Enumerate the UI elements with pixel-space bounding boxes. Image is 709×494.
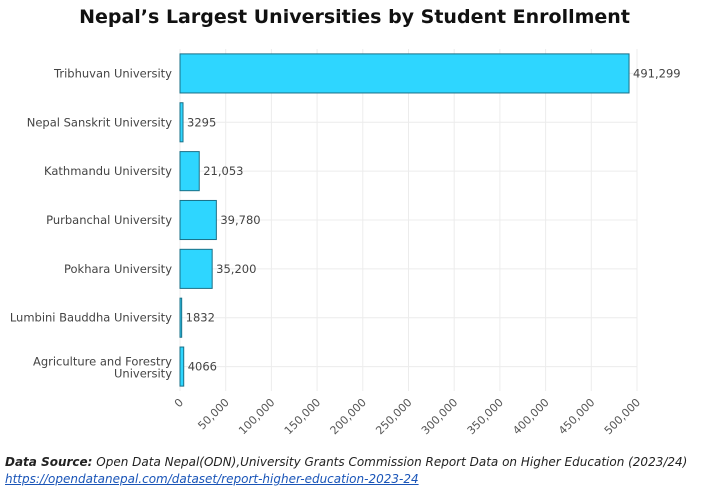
category-label: Kathmandu University <box>44 164 172 178</box>
category-label: Pokhara University <box>64 262 172 276</box>
bar <box>179 199 217 241</box>
bar <box>179 297 183 338</box>
value-label: 39,780 <box>220 213 260 227</box>
value-labels: 491,299 3295 21,053 39,780 35,200 1832 4066 <box>186 66 681 373</box>
x-tick-label: 250,000 <box>373 396 414 437</box>
x-tick-label: 200,000 <box>328 396 369 437</box>
x-tick-label: 500,000 <box>602 396 643 437</box>
bar <box>179 346 185 387</box>
value-label: 3295 <box>187 115 216 129</box>
category-label: Tribhuvan University <box>53 66 172 80</box>
category-label: Nepal Sanskrit University <box>27 115 172 129</box>
bar <box>179 248 213 289</box>
data-source-link[interactable]: https://opendatanepal.com/dataset/report… <box>5 472 419 486</box>
data-source: Data Source: Open Data Nepal(ODN),Univer… <box>5 455 687 469</box>
value-label: 21,053 <box>203 164 243 178</box>
x-tick-label: 450,000 <box>556 396 597 437</box>
x-tick-label: 400,000 <box>510 396 551 437</box>
value-label: 35,200 <box>216 262 256 276</box>
bar <box>179 102 184 143</box>
value-label: 1832 <box>186 311 215 325</box>
category-label: Lumbini Bauddha University <box>10 311 172 325</box>
data-source-text2: University Grants Commission Report Data… <box>240 455 688 469</box>
value-label: 491,299 <box>633 66 681 80</box>
category-label: Purbanchal University <box>46 213 172 227</box>
data-source-label: Data Source: <box>5 455 93 469</box>
x-tick-label: 350,000 <box>465 396 506 437</box>
category-labels: Tribhuvan University Nepal Sanskrit Unive… <box>10 66 172 380</box>
x-tick-label: 300,000 <box>419 396 460 437</box>
bar <box>179 53 630 94</box>
category-label: Agriculture and Forestry University <box>33 355 172 381</box>
bar-chart: Tribhuvan University Nepal Sanskrit Unive… <box>10 49 681 437</box>
x-tick-label: 100,000 <box>236 396 277 437</box>
bar <box>179 151 200 192</box>
chart-title: Nepal’s Largest Universities by Student … <box>79 6 630 28</box>
x-tick-label: 150,000 <box>282 396 323 437</box>
value-label: 4066 <box>188 360 217 374</box>
data-source-text: Open Data Nepal(ODN), <box>96 455 241 469</box>
x-tick-label: 50,000 <box>195 396 231 432</box>
x-tick-label: 0 <box>172 396 186 410</box>
x-tick-labels: 0 50,000 100,000 150,000 200,000 250,000 300,0… <box>172 396 643 437</box>
bars <box>179 53 630 387</box>
